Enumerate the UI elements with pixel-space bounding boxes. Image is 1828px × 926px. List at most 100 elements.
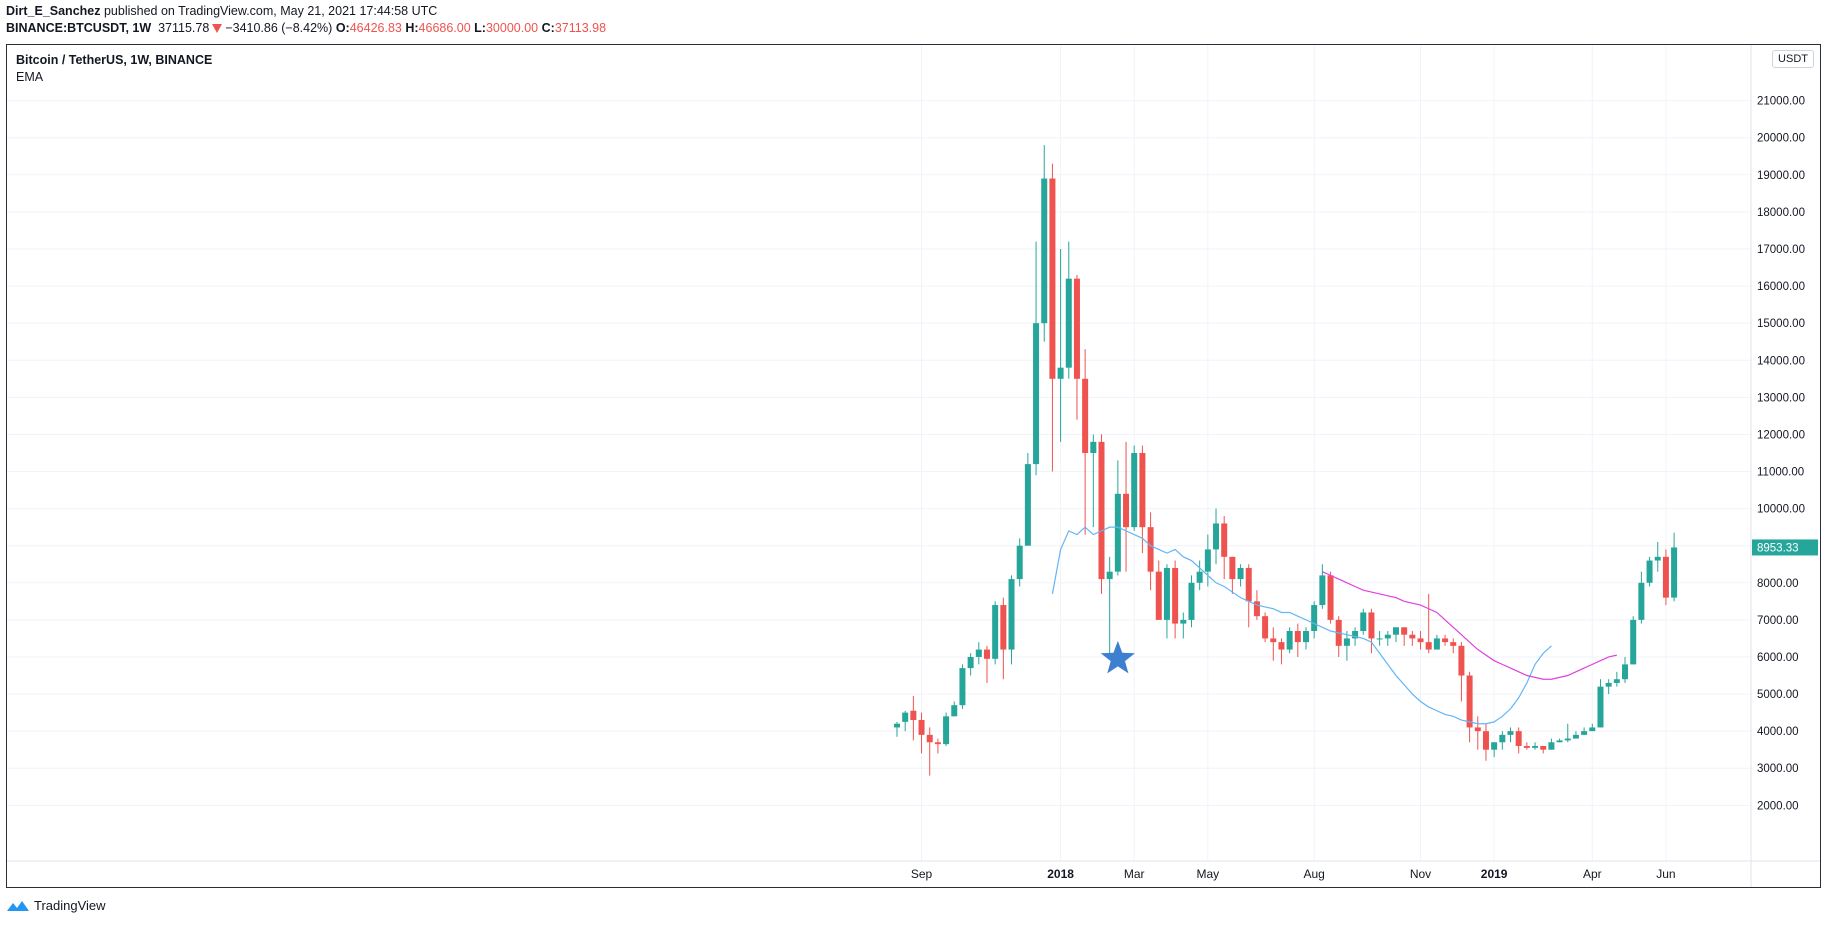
candle-body — [1499, 734, 1506, 743]
candle-body — [1024, 464, 1031, 546]
candle-body — [1278, 642, 1285, 650]
x-tick-label: 2019 — [1481, 867, 1508, 881]
y-tick-label: 11000.00 — [1757, 467, 1804, 479]
candlestick-chart[interactable]: 2000.00 3000.00 4000.00 5000.00 6000.00 7000.… — [7, 45, 1820, 887]
candle-body — [1352, 631, 1359, 639]
candle-body — [1646, 560, 1653, 583]
currency-button[interactable]: USDT — [1772, 50, 1814, 68]
candle-body — [1270, 638, 1277, 643]
y-tick-label: 5000.00 — [1757, 689, 1799, 701]
candle-body — [1082, 378, 1089, 453]
candle-body — [1515, 731, 1522, 746]
ema-slow-line — [1322, 571, 1617, 680]
candle-body — [1049, 178, 1056, 379]
x-tick-label: Apr — [1583, 867, 1602, 881]
candle-body — [1638, 582, 1645, 620]
publish-info: Dirt_E_Sanchez published on TradingView.… — [6, 4, 437, 18]
candle-body — [1057, 367, 1064, 379]
indicator-label[interactable]: EMA — [16, 70, 44, 84]
candle-body — [1343, 638, 1350, 646]
ema-fast-line — [1051, 526, 1552, 725]
candle-body — [1384, 634, 1391, 639]
star-marker-icon — [1100, 640, 1135, 674]
published-text: published on TradingView.com, May 21, 20… — [103, 4, 438, 18]
candle-body — [1311, 605, 1318, 632]
y-tick-label: 15000.00 — [1757, 318, 1805, 330]
x-tick-label: Jun — [1656, 867, 1675, 881]
price-change: −3410.86 (−8.42%) — [225, 21, 333, 35]
x-tick-label: Sep — [911, 867, 933, 881]
y-tick-label: 4000.00 — [1757, 726, 1799, 738]
x-tick-label: Mar — [1124, 867, 1145, 881]
chart-pane[interactable]: 2000.00 3000.00 4000.00 5000.00 6000.00 7000.… — [6, 44, 1821, 888]
candle-body — [1163, 567, 1170, 620]
candle-body — [1229, 556, 1236, 580]
y-tick-label: 19000.00 — [1757, 170, 1805, 182]
candle-body — [1253, 601, 1260, 617]
high-label: H: — [405, 21, 419, 35]
candle-body — [1466, 675, 1473, 728]
ohlc-legend: BINANCE:BTCUSDT, 1W 37115.78 −3410.86 (−8… — [6, 21, 606, 35]
candle-body — [1433, 638, 1440, 650]
candle-body — [1286, 631, 1293, 650]
time-axis: Sep 2018 Mar May Aug Nov 2019 Apr Jun — [7, 860, 1820, 881]
x-tick-label: Aug — [1304, 867, 1325, 881]
candle-body — [1376, 638, 1383, 640]
candle-body — [1589, 727, 1596, 732]
candle-body — [1482, 731, 1489, 750]
candle-body — [1581, 731, 1588, 735]
candle-body — [1548, 742, 1555, 750]
candle-body — [894, 723, 900, 728]
candle-body — [967, 656, 974, 669]
candle-body — [1458, 645, 1465, 676]
candle-body — [1572, 734, 1579, 739]
x-tick-label: May — [1197, 867, 1220, 881]
candle-body — [1442, 638, 1449, 643]
pane-title: Bitcoin / TetherUS, 1W, BINANCE — [16, 53, 213, 67]
candle-body — [1188, 582, 1195, 620]
y-tick-label: 18000.00 — [1757, 207, 1805, 219]
candle-body — [1401, 627, 1408, 635]
candle-body — [1532, 745, 1539, 748]
y-tick-label: 10000.00 — [1757, 504, 1805, 516]
y-tick-label: 20000.00 — [1757, 133, 1805, 145]
candle-body — [1303, 631, 1309, 643]
candle-body — [1213, 523, 1220, 550]
candle-body — [1073, 278, 1080, 379]
footer-brand[interactable]: TradingView — [6, 898, 106, 913]
y-tick-label: 2000.00 — [1757, 800, 1799, 812]
candle-body — [1417, 638, 1424, 643]
x-tick-label: Nov — [1410, 867, 1431, 881]
candle-body — [1041, 178, 1048, 324]
candle-body — [1172, 567, 1179, 624]
low-label: L: — [474, 21, 486, 35]
candle-body — [1360, 612, 1367, 632]
y-tick-label: 6000.00 — [1757, 652, 1799, 664]
y-tick-label: 14000.00 — [1757, 355, 1805, 367]
tradingview-logo-icon — [7, 900, 29, 911]
candle-body — [1131, 452, 1138, 528]
ema-lines — [1051, 526, 1617, 725]
open-value: 46426.83 — [349, 21, 402, 35]
high-value: 46686.00 — [418, 21, 471, 35]
candle-body — [1090, 441, 1097, 453]
low-value: 30000.00 — [485, 21, 539, 35]
candles — [894, 145, 1678, 776]
candle-body — [934, 742, 941, 745]
candle-body — [1540, 745, 1547, 750]
candle-body — [1033, 323, 1040, 465]
last-price-label: 8953.33 — [1757, 542, 1799, 554]
grid-lines — [7, 45, 1751, 861]
open-label: O: — [335, 21, 350, 35]
last-price: 37115.78 — [158, 21, 210, 35]
candle-body — [1491, 742, 1498, 750]
candle-body — [1597, 686, 1604, 728]
candle-body — [1662, 556, 1669, 598]
candle-body — [1016, 545, 1023, 580]
candle-body — [902, 712, 909, 722]
candle-body — [1425, 642, 1432, 650]
author-name[interactable]: Dirt_E_Sanchez — [6, 4, 101, 18]
brand-name: TradingView — [34, 898, 106, 913]
candle-body — [1237, 567, 1244, 580]
candle-body — [1147, 527, 1154, 572]
